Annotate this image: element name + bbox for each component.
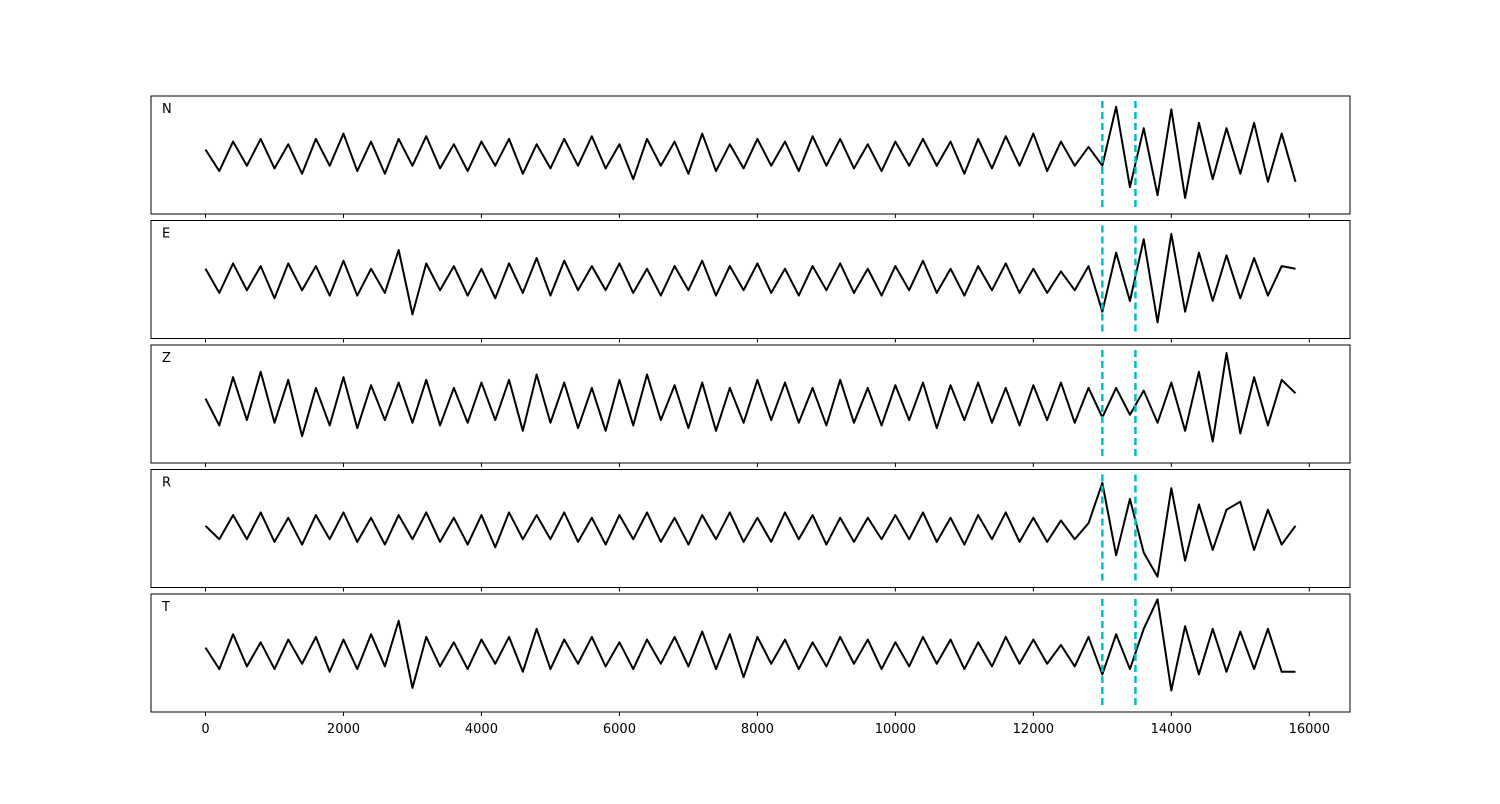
- panel-label: R: [162, 476, 171, 491]
- x-tick-label: 14000: [1151, 722, 1192, 737]
- waveform: [204, 598, 1296, 692]
- panel-frame: [150, 469, 1351, 588]
- x-tick-label: 10000: [875, 722, 916, 737]
- panel-label: E: [162, 227, 170, 242]
- x-tick-label: 12000: [1013, 722, 1054, 737]
- panel-label: N: [162, 102, 172, 117]
- panel-label: Z: [162, 351, 171, 366]
- waveform: [204, 232, 1296, 324]
- panel-frame: [150, 220, 1351, 339]
- waveform: [204, 481, 1297, 578]
- panel-frame: [150, 344, 1351, 464]
- panel-frame: [150, 593, 1351, 713]
- waveform: [204, 105, 1297, 199]
- x-tick-label: 4000: [465, 722, 498, 737]
- panel-label: T: [161, 600, 170, 615]
- panel-frame: [150, 95, 1351, 215]
- waveform: [204, 352, 1297, 443]
- x-tick-label: 16000: [1289, 722, 1330, 737]
- x-tick-label: 8000: [741, 722, 774, 737]
- x-tick-label: 2000: [327, 722, 360, 737]
- x-tick-label: 0: [201, 722, 209, 737]
- x-tick-label: 6000: [603, 722, 636, 737]
